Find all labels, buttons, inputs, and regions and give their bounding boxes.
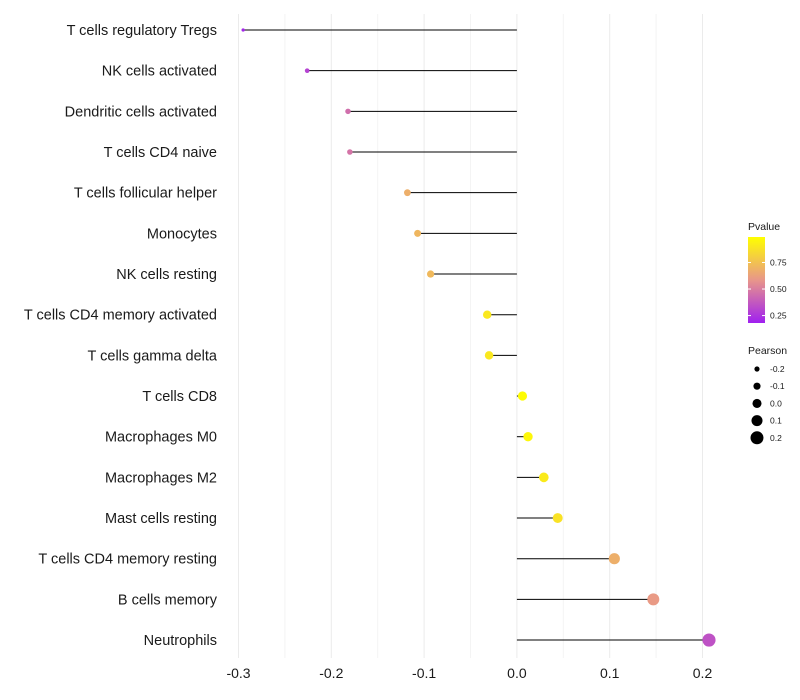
lollipop-point [414, 229, 422, 237]
lollipop-point [484, 351, 494, 360]
pvalue-colorbar [748, 237, 765, 323]
pvalue-legend-title: Pvalue [748, 221, 780, 233]
lollipop-point [404, 189, 411, 197]
lollipop-point [517, 391, 528, 401]
category-label: T cells CD4 naive [104, 145, 217, 161]
category-label: T cells regulatory Tregs [67, 23, 217, 39]
x-axis-ticks: -0.3 -0.2 -0.1 0.0 0.1 0.2 [226, 665, 712, 681]
category-label: T cells follicular helper [74, 186, 217, 202]
lollipop-point [241, 28, 245, 32]
colorbar-tick-label: 0.75 [770, 257, 787, 267]
size-key-dot [754, 366, 760, 372]
lollipop-point [426, 270, 435, 278]
category-label: Macrophages M0 [105, 430, 217, 446]
pearson-legend-title: Pearson [748, 345, 787, 357]
lollipop-point [347, 149, 353, 155]
x-tick-label: -0.1 [412, 665, 436, 681]
pearson-size-keys: -0.2 -0.1 0.0 0.1 0.2 [750, 364, 785, 445]
x-tick-label: 0.2 [693, 665, 713, 681]
grid-lines [238, 14, 703, 658]
lollipop-point [482, 310, 492, 319]
size-key-dot [750, 431, 764, 445]
x-tick-label: 0.1 [600, 665, 620, 681]
x-tick-label: -0.3 [226, 665, 250, 681]
category-label: T cells CD8 [142, 389, 217, 405]
size-key-label: 0.2 [770, 433, 782, 443]
category-label: T cells CD4 memory resting [38, 552, 217, 568]
category-label: T cells gamma delta [88, 348, 218, 364]
size-key-label: -0.1 [770, 381, 785, 391]
lollipop-points [241, 28, 716, 647]
lollipop-point [538, 472, 549, 483]
category-label: NK cells activated [102, 64, 217, 80]
category-labels: T cells regulatory Tregs NK cells activat… [24, 23, 218, 649]
size-key-label: 0.0 [770, 398, 782, 408]
colorbar-tick-label: 0.25 [770, 311, 787, 321]
lollipop-point [608, 553, 620, 565]
colorbar-tick-label: 0.50 [770, 284, 787, 294]
lollipop-point [647, 593, 660, 606]
category-label: Mast cells resting [105, 511, 217, 527]
x-tick-label: 0.0 [507, 665, 527, 681]
category-label: Neutrophils [144, 633, 217, 649]
category-label: B cells memory [118, 592, 218, 608]
size-key-label: -0.2 [770, 364, 785, 374]
size-key-dot [752, 398, 762, 408]
size-key-dot [751, 415, 763, 427]
x-tick-label: -0.2 [319, 665, 343, 681]
lollipop-point [552, 513, 563, 524]
lollipop-point [523, 432, 533, 442]
lollipop-point [345, 108, 351, 115]
pvalue-colorbar-ticks: 0.25 0.50 0.75 [748, 257, 787, 321]
category-label: NK cells resting [116, 267, 217, 283]
category-label: Dendritic cells activated [65, 104, 217, 120]
category-label: T cells CD4 memory activated [24, 308, 217, 324]
category-label: Macrophages M2 [105, 470, 217, 486]
size-key-dot [753, 382, 761, 390]
lollipop-point [702, 633, 716, 647]
size-key-label: 0.1 [770, 416, 782, 426]
lollipop-point [304, 68, 310, 73]
category-label: Monocytes [147, 226, 217, 242]
lollipop-segments [243, 29, 709, 641]
pvalue-legend: Pvalue 0.25 0.50 0.75 [748, 221, 787, 323]
pearson-legend: Pearson -0.2 -0.1 0.0 0.1 0.2 [748, 345, 787, 445]
